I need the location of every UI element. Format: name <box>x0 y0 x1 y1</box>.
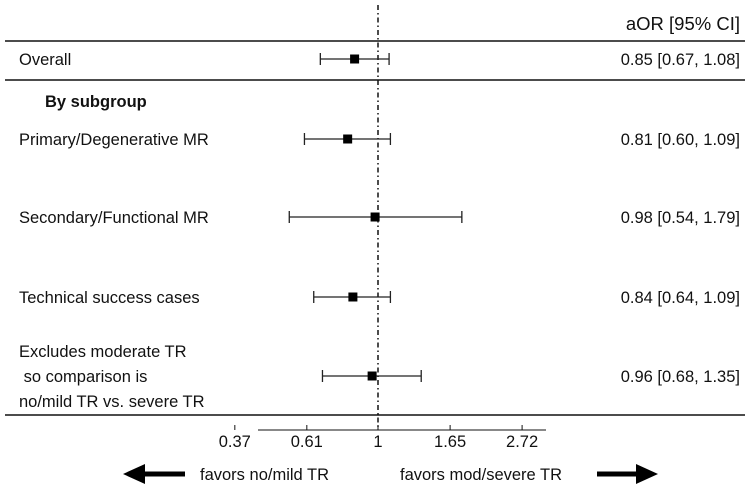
row-label: so comparison is <box>19 368 147 386</box>
x-tick-label: 0.37 <box>219 433 251 451</box>
estimate-text: 0.98 [0.54, 1.79] <box>621 209 740 227</box>
favors-left-arrow <box>123 464 185 484</box>
favors-right-arrow <box>597 464 658 484</box>
ticks-layer: 0.37 0.61 1 1.65 2.72 <box>219 425 538 451</box>
forest-row: Excludes moderate TR so comparison is no/… <box>19 343 740 411</box>
row-label: Primary/Degenerative MR <box>19 131 209 149</box>
column-header: aOR [95% CI] <box>626 13 740 34</box>
row-label: no/mild TR vs. severe TR <box>19 393 205 411</box>
rows-layer: Overall 0.85 [0.67, 1.08] Primary/Degenera… <box>19 51 740 411</box>
estimate-text: 0.96 [0.68, 1.35] <box>621 368 740 386</box>
forest-row: Secondary/Functional MR 0.98 [0.54, 1.79] <box>19 209 740 227</box>
row-label: Secondary/Functional MR <box>19 209 209 227</box>
x-tick-label: 2.72 <box>506 433 538 451</box>
section-label: By subgroup <box>45 93 147 111</box>
x-tick-label: 0.61 <box>291 433 323 451</box>
forest-row: Overall 0.85 [0.67, 1.08] <box>19 51 740 69</box>
point-estimate <box>343 134 353 144</box>
point-estimate <box>367 371 377 381</box>
x-tick-label: 1.65 <box>434 433 466 451</box>
forest-row: Technical success cases 0.84 [0.64, 1.09] <box>19 289 740 307</box>
point-estimate <box>348 292 358 302</box>
estimate-text: 0.81 [0.60, 1.09] <box>621 131 740 149</box>
row-label: Overall <box>19 51 71 69</box>
row-label: Technical success cases <box>19 289 200 307</box>
x-tick-label: 1 <box>373 433 382 451</box>
row-label: Excludes moderate TR <box>19 343 187 361</box>
favors-right-label: favors mod/severe TR <box>400 466 562 484</box>
forest-row: Primary/Degenerative MR 0.81 [0.60, 1.09] <box>19 131 740 149</box>
favors-left-label: favors no/mild TR <box>200 466 329 484</box>
estimate-text: 0.85 [0.67, 1.08] <box>621 51 740 69</box>
point-estimate <box>350 54 360 64</box>
estimate-text: 0.84 [0.64, 1.09] <box>621 289 740 307</box>
point-estimate <box>370 212 380 222</box>
